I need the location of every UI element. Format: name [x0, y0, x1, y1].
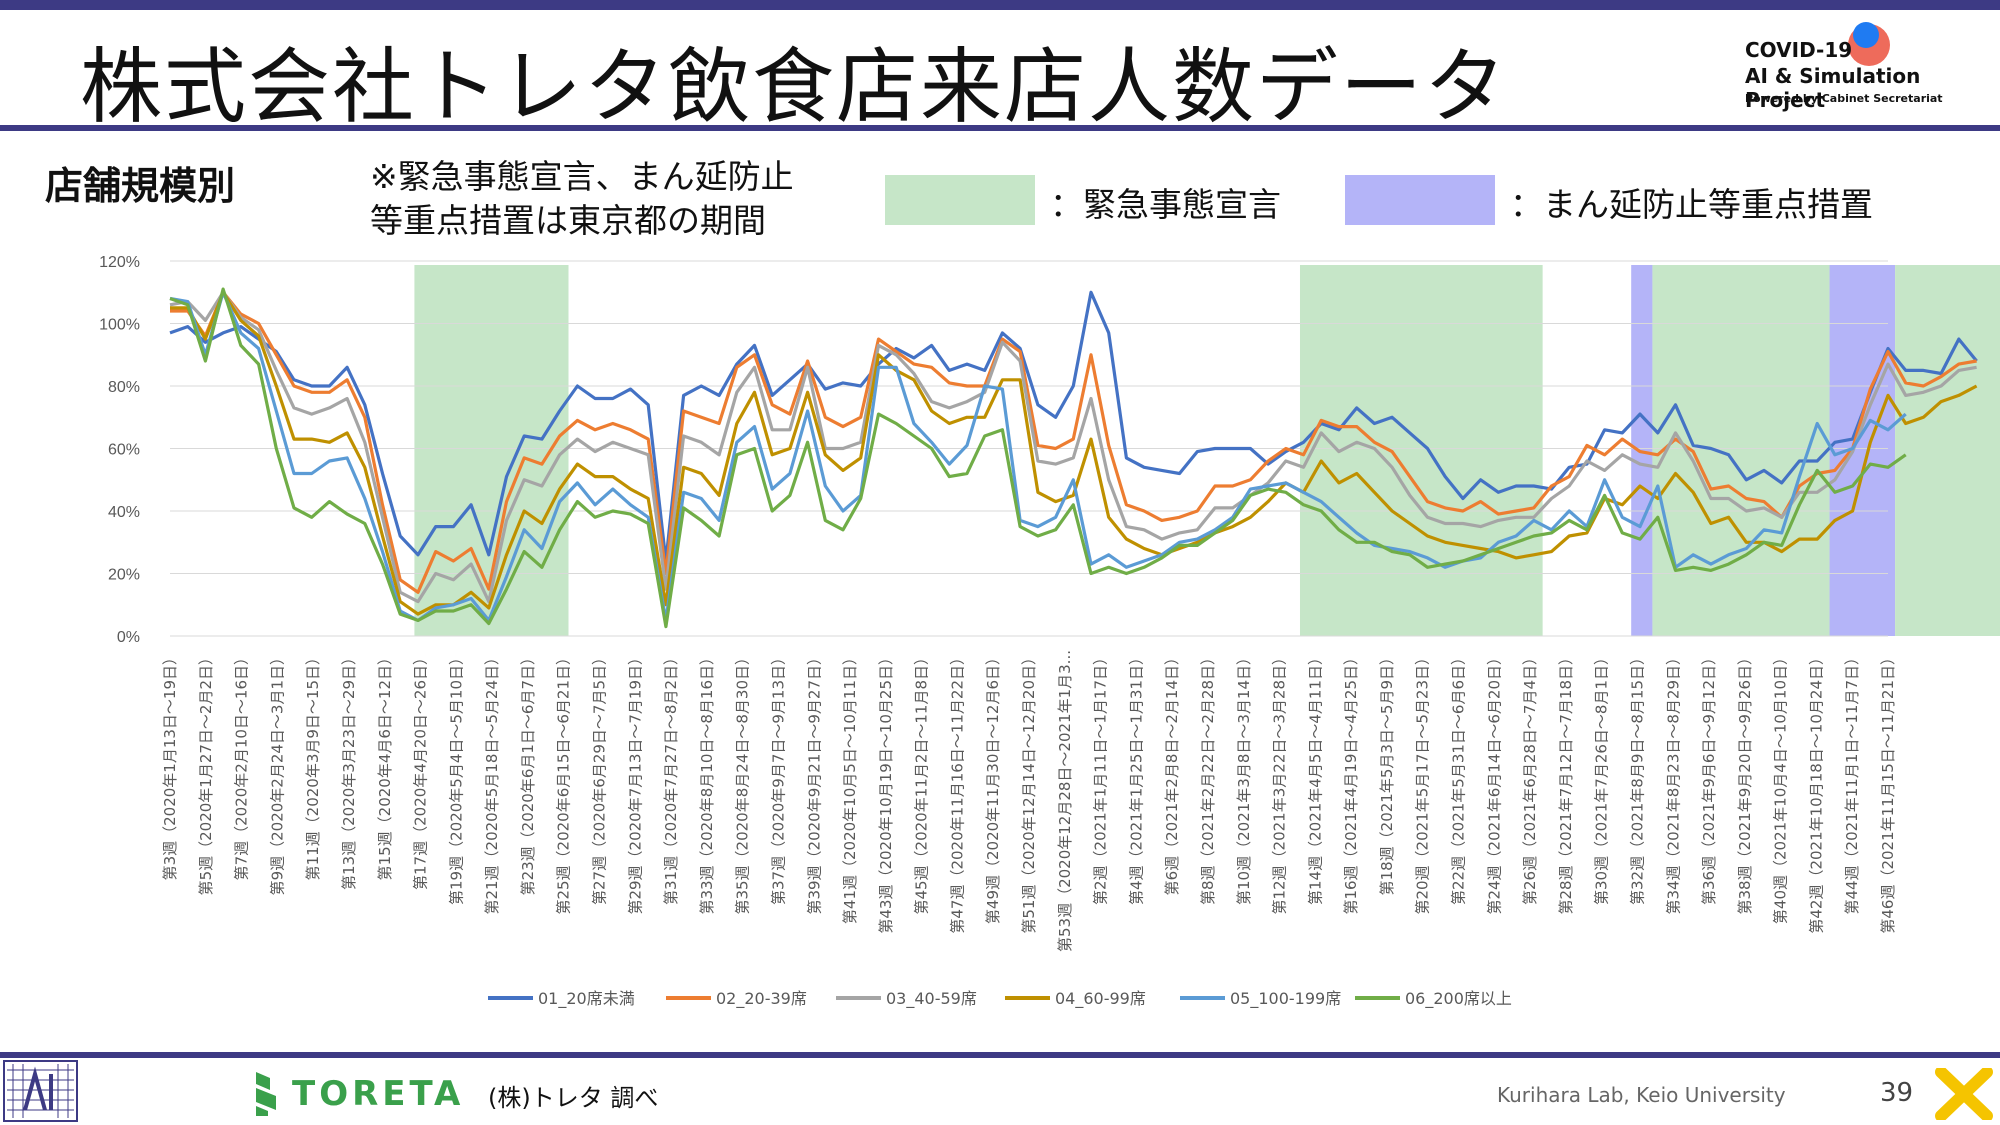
line-chart: 0% 20% 40% 60% 80% 100% 120% 第3週（2020年1月13日～19日… — [99, 254, 2000, 1009]
corner-x-mark-icon — [1935, 1068, 1993, 1120]
y-tick-label: 60% — [108, 442, 140, 459]
legend-label-1: 01_20席未満 — [538, 989, 635, 1009]
x-tick-label: 第12週（2021年3月22日～3月28日） — [1271, 650, 1289, 915]
logo-line2: AI & Simulation Project — [1745, 64, 1921, 112]
toreta-brand: TORETA — [292, 1074, 465, 1114]
series-line-2 — [170, 290, 1977, 594]
series-line-3 — [169, 290, 1977, 604]
emergency-label: ：緊急事態宣言 — [1050, 185, 1281, 224]
x-tick-label: 第22週（2021年5月31日～6月6日） — [1450, 650, 1468, 905]
x-tick-label: 第53週（2020年12月28日～2021年1月3... — [1056, 650, 1074, 952]
legend-label-4: 04_60-99席 — [1055, 989, 1146, 1009]
header-divider — [0, 125, 2000, 131]
x-tick-label: 第34週（2021年8月23日～8月29日） — [1664, 650, 1682, 915]
x-tick-label: 第2週（2021年1月11日～1月17日） — [1092, 650, 1110, 905]
emergency-swatch — [885, 175, 1035, 225]
x-tick-label: 第7週（2020年2月10日～16日） — [233, 650, 251, 880]
x-tick-label: 第17週（2020年4月20日～26日） — [412, 650, 430, 890]
shaded-period-emergency — [1652, 265, 1830, 636]
y-tick-label: 0% — [117, 629, 140, 646]
x-tick-label: 第30週（2021年7月26日～8月1日） — [1593, 650, 1611, 905]
x-tick-label: 第44週（2021年11月1日～11月7日） — [1843, 650, 1861, 915]
x-tick-label: 第5週（2020年1月27日～2月2日） — [197, 650, 215, 895]
x-tick-label: 第9週（2020年2月24日～3月1日） — [268, 650, 286, 895]
lab-logo-icon — [3, 1060, 78, 1122]
x-tick-label: 第28週（2021年7月12日～7月18日） — [1557, 650, 1575, 915]
x-tick-label: 第38週（2021年9月20日～9月26日） — [1736, 650, 1754, 915]
x-tick-label: 第3週（2020年1月13日～19日） — [161, 650, 179, 880]
x-tick-label: 第40週（2021年10月4日～10月10日） — [1772, 650, 1790, 924]
x-tick-label: 第27週（2020年6月29日～7月5日） — [591, 650, 609, 905]
x-tick-label: 第18週（2021年5月3日～5月9日） — [1378, 650, 1396, 895]
x-tick-label: 第43週（2020年10月19日～10月25日） — [877, 650, 895, 934]
y-tick-label: 80% — [108, 379, 140, 396]
page-title: 株式会社トレタ飲食店来店人数データ — [80, 40, 1509, 135]
x-tick-label: 第14週（2021年4月5日～4月11日） — [1306, 650, 1324, 905]
x-tick-label: 第20週（2021年5月17日～5月23日） — [1414, 650, 1432, 915]
x-tick-label: 第8週（2021年2月22日～2月28日） — [1199, 650, 1217, 905]
x-tick-label: 第46週（2021年11月15日～11月21日） — [1879, 650, 1897, 934]
toreta-logo-icon — [256, 1072, 276, 1116]
series-line-5 — [169, 290, 1907, 623]
manen-label: ：まん延防止等重点措置 — [1510, 185, 1873, 224]
manen-swatch — [1345, 175, 1495, 225]
legend-label-2: 02_20-39席 — [716, 989, 807, 1009]
series-line-4 — [170, 290, 1978, 616]
x-tick-label: 第36週（2021年9月6日～9月12日） — [1700, 650, 1718, 905]
legend-label-5: 05_100-199席 — [1230, 989, 1341, 1009]
covid-project-logo: COVID-19 AI & Simulation Project Powered… — [1745, 22, 1985, 117]
x-tick-label: 第25週（2020年6月15日～6月21日） — [555, 650, 573, 915]
source-note: (株)トレタ 調べ — [488, 1084, 659, 1112]
x-tick-label: 第32週（2021年8月9日～8月15日） — [1628, 650, 1646, 905]
legend-label-3: 03_40-59席 — [886, 989, 977, 1009]
x-tick-label: 第45週（2020年11月2日～11月8日） — [913, 650, 931, 915]
logo-line1: COVID-19 — [1745, 38, 1853, 62]
x-tick-label: 第15週（2020年4月6日～12日） — [376, 650, 394, 880]
x-tick-label: 第39週（2020年9月21日～9月27日） — [805, 650, 823, 915]
x-tick-label: 第47週（2020年11月16日～11月22日） — [948, 650, 966, 934]
x-tick-label: 第42週（2021年10月18日～10月24日） — [1807, 650, 1825, 934]
y-tick-label: 20% — [108, 567, 140, 584]
x-tick-label: 第23週（2020年6月1日～6月7日） — [519, 650, 537, 895]
series-line-1 — [169, 290, 1978, 563]
logo-blue-dot — [1853, 22, 1879, 48]
x-tick-label: 第10週（2021年3月8日～3月14日） — [1235, 650, 1253, 905]
x-tick-label: 第24週（2021年6月14日～6月20日） — [1485, 650, 1503, 915]
x-tick-label: 第11週（2020年3月9日～15日） — [304, 650, 322, 880]
x-tick-label: 第6週（2021年2月8日～2月14日） — [1163, 650, 1181, 895]
x-tick-label: 第35週（2020年8月24日～8月30日） — [734, 650, 752, 915]
x-tick-label: 第29週（2020年7月13日～7月19日） — [626, 650, 644, 915]
section-subtitle: 店舗規模別 — [45, 164, 236, 208]
legend-label-6: 06_200席以上 — [1405, 989, 1512, 1009]
x-tick-label: 第26週（2021年6月28日～7月4日） — [1521, 650, 1539, 905]
shaded-period-emergency — [1895, 265, 2000, 636]
shaded-period-manen — [1829, 265, 1896, 636]
x-tick-label: 第41週（2020年10月5日～10月11日） — [841, 650, 859, 924]
header-top-bar — [0, 0, 2000, 10]
credit-text: Kurihara Lab, Keio University — [1497, 1083, 1786, 1107]
x-tick-label: 第16週（2021年4月19日～4月25日） — [1342, 650, 1360, 915]
page-number: 39 — [1880, 1078, 1914, 1108]
x-tick-label: 第33週（2020年8月10日～8月16日） — [698, 650, 716, 915]
x-tick-label: 第49週（2020年11月30日～12月6日） — [984, 650, 1002, 924]
period-note: ※緊急事態宣言、まん延防止 等重点措置は東京都の期間 — [370, 157, 794, 240]
x-tick-label: 第4週（2021年1月25日～1月31日） — [1127, 650, 1145, 905]
x-tick-label: 第31週（2020年7月27日～8月2日） — [662, 650, 680, 905]
y-tick-label: 120% — [99, 254, 140, 271]
series-line-6 — [169, 287, 1907, 629]
x-tick-label: 第21週（2020年5月18日～5月24日） — [483, 650, 501, 915]
y-tick-label: 100% — [99, 317, 140, 334]
x-tick-label: 第51週（2020年12月14日～12月20日） — [1020, 650, 1038, 934]
logo-line3: Powered by Cabinet Secretariat — [1745, 92, 1943, 105]
y-tick-label: 40% — [108, 504, 140, 521]
x-tick-label: 第19週（2020年5月4日～5月10日） — [447, 650, 465, 905]
x-tick-label: 第37週（2020年9月7日～9月13日） — [769, 650, 787, 905]
x-tick-label: 第13週（2020年3月23日～29日） — [340, 650, 358, 890]
footer-divider — [0, 1052, 2000, 1058]
